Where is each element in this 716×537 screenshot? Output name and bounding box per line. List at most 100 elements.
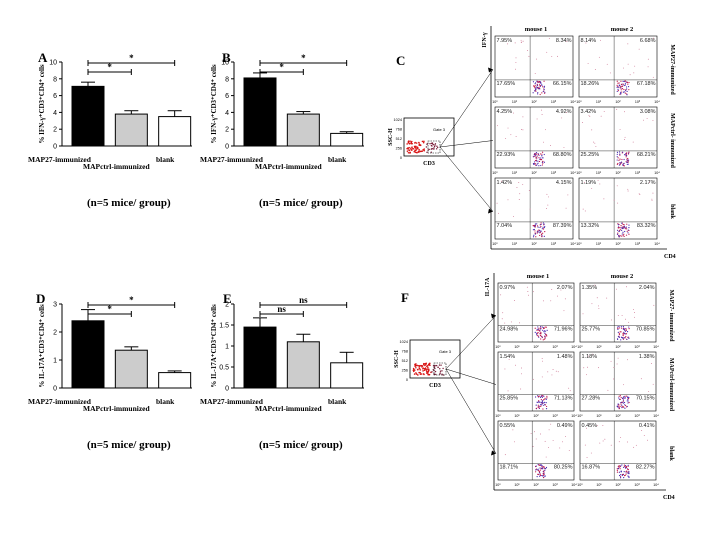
event-dot [624,139,626,141]
event-dot [538,464,540,466]
event-dot [586,457,588,459]
event-dot [627,161,629,163]
event-dot [542,228,545,230]
event-dot [535,407,537,409]
event-dot [544,440,546,442]
quadrant-ul: 1.42% [497,180,513,186]
event-dot [616,151,619,153]
event-dot [518,199,520,200]
event-dot [542,232,544,234]
event-dot [534,83,536,85]
quadrant-frame [578,106,658,169]
event-dot [640,378,642,380]
event-dot [616,156,618,158]
event-dot [627,471,629,473]
event-dot [621,474,623,477]
event-dot [616,163,618,165]
category-label: MAP27-immunized [28,155,92,164]
log-tick: 10⁰ [495,345,501,349]
quadrant-ul: 0.55% [500,423,516,429]
event-dot [543,161,546,163]
event-dot [616,159,618,161]
gate-event [430,142,433,145]
gate-event [422,373,425,375]
category-label: MAP27-immunized [28,397,92,406]
y-tick-label: 2 [53,127,57,134]
event-dot [560,289,562,291]
gate-event [413,369,416,371]
panel-label-a: A [38,50,48,65]
log-tick: 10¹ [596,414,602,418]
event-dot [624,407,626,409]
event-dot [502,312,504,314]
event-dot [628,224,630,226]
event-dot [533,228,535,231]
event-dot [537,404,539,406]
gate-event [422,141,425,144]
event-dot [544,330,547,332]
gate-event [422,370,424,372]
event-dot [622,83,624,85]
event-dot [537,226,539,228]
event-dot [543,86,545,88]
event-dot [635,444,637,446]
event-dot [584,210,586,212]
event-dot [538,87,541,89]
event-dot [623,84,625,87]
event-dot [542,468,544,470]
gate-event [436,145,438,147]
significance-label: ns [277,304,286,314]
y-tick-label: 1.5 [219,323,229,330]
event-dot [625,81,627,83]
event-dot [534,431,535,433]
event-dot [586,374,587,376]
log-tick: 10⁴ [654,242,660,246]
event-dot [597,179,599,181]
event-dot [622,163,624,166]
event-dot [623,331,625,333]
event-dot [627,336,629,338]
log-tick: 10³ [634,414,640,418]
quadrant-ul: 1.19% [581,180,597,186]
event-dot [624,404,626,406]
quadrant-ll: 16.87% [582,464,601,470]
event-dot [620,339,622,341]
panel-label-e: E [223,291,232,306]
log-tick: 10⁴ [571,483,577,487]
log-tick: 10² [531,100,537,104]
gate-event [411,146,413,148]
log-tick: 10⁰ [577,483,583,487]
gate-event [410,142,412,144]
event-dot [624,84,626,86]
quadrant-ll: 18.26% [581,81,600,87]
event-dot [625,234,628,236]
event-dot [507,390,509,392]
quadrant-plot: 0.55% 0.49% 18.71% 80.25% 10⁰ 10¹ 10² 10³ 10⁴ [495,420,577,487]
event-dot [618,325,620,328]
event-dot [542,222,544,224]
gate-event [431,371,433,373]
quadrant-plot: 8.14% 6.68% 18.26% 67.18% 10⁰ 10¹ 10² 10³ 10⁴ [576,35,660,104]
event-dot [626,152,628,154]
event-dot [633,72,635,74]
event-dot [595,145,597,147]
event-dot [536,469,538,471]
event-dot [621,473,624,476]
log-tick: 10² [615,171,621,175]
y-tick-label: 0.5 [219,365,229,372]
event-dot [534,85,536,87]
event-dot [527,50,528,51]
gate-event [420,150,423,153]
event-dot [539,464,541,467]
gate-event [442,367,444,370]
event-dot [632,141,634,143]
marker-x-label: CD4 [664,254,676,260]
gate-event [414,141,417,144]
event-dot [569,390,571,392]
event-dot [619,162,621,164]
event-dot [622,334,624,336]
gate-event [411,140,413,143]
event-dot [533,225,535,227]
event-dot [535,155,537,157]
event-dot [544,404,546,406]
